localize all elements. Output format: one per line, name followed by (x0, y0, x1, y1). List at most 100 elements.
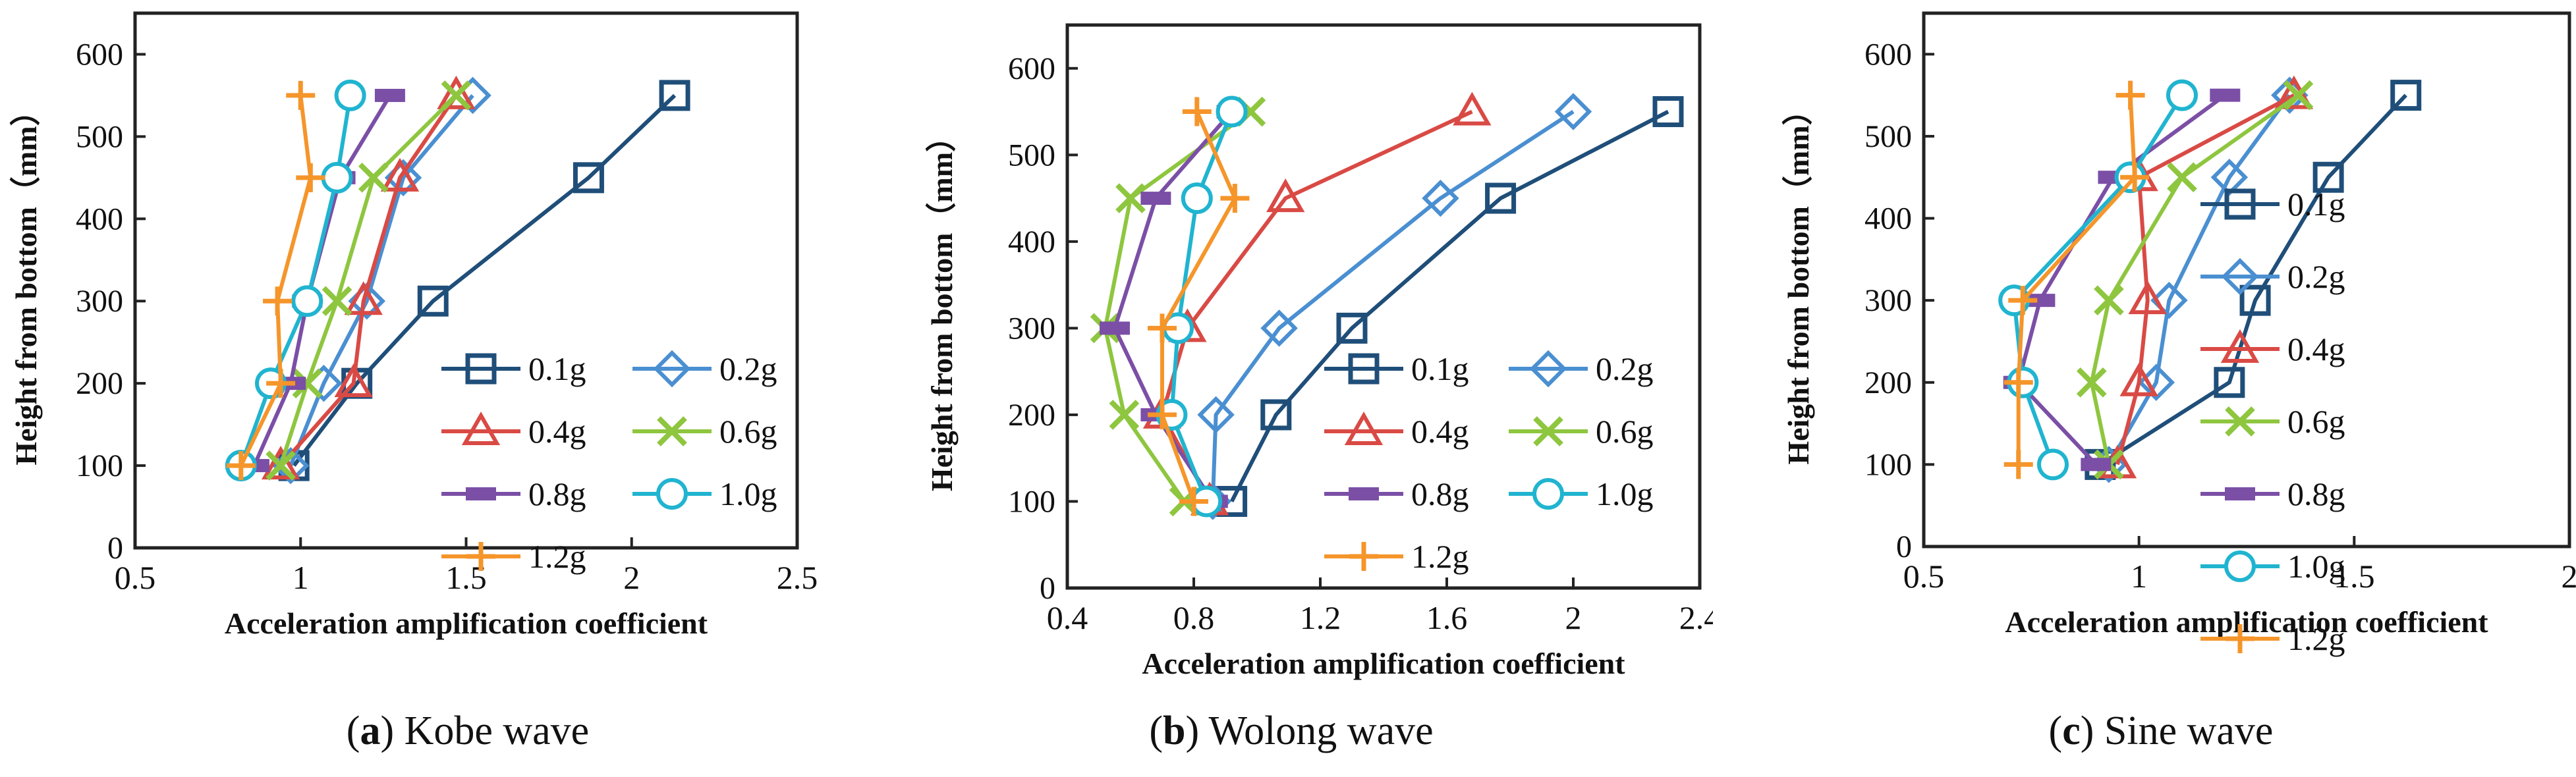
x-tick-label: 0.8 (1173, 599, 1215, 636)
y-tick-label: 200 (76, 366, 123, 401)
x-tick-label: 2.4 (1679, 599, 1713, 636)
data-point (659, 80, 690, 111)
legend-label: 0.1g (1411, 350, 1469, 387)
data-point (441, 80, 472, 111)
legend-label: 0.1g (528, 350, 586, 387)
legend-label: 1.0g (719, 475, 777, 512)
series-1_2g (2003, 80, 2150, 479)
series-line (279, 94, 458, 468)
series-line (1160, 111, 1237, 502)
legend-item-1_2g: 1.2g (1324, 538, 1469, 575)
legend-marker (2224, 188, 2256, 220)
data-point (1652, 96, 1684, 128)
y-tick-label: 200 (1864, 365, 1912, 400)
data-point (1182, 97, 1212, 126)
legend-item-0_4g: 0.4g (441, 411, 586, 450)
legend-label: 1.0g (2287, 548, 2345, 585)
caption-c-letter: c (2062, 709, 2081, 753)
data-point (1148, 400, 1177, 429)
data-point (266, 450, 296, 481)
legend-label: 0.8g (528, 475, 586, 512)
legend-marker (2225, 406, 2255, 437)
legend-label: 0.4g (1411, 413, 1469, 450)
data-point (1197, 396, 1235, 434)
chart-kobe: 0.5 1 1.5 2 2.50100200300400500600Accelerati… (9, 11, 818, 640)
data-point (2076, 367, 2107, 398)
legend-label: 0.4g (528, 413, 586, 450)
caption-b-text: Wolong wave (1208, 709, 1434, 753)
x-tick-label: 2 (1565, 599, 1582, 636)
x-axis-title: Acceleration amplification coefficient (1142, 647, 1625, 680)
series-1_2g (1148, 97, 1250, 516)
legend-label: 0.4g (2287, 331, 2345, 367)
legend-label: 1.2g (528, 538, 586, 575)
legend-marker (1529, 350, 1567, 388)
legend-item-0_2g: 0.2g (1509, 350, 1654, 388)
legend-item-0_4g: 0.4g (2200, 329, 2345, 367)
data-point (1181, 182, 1213, 215)
y-tick-label: 500 (76, 119, 123, 154)
legend-item-0_2g: 0.2g (632, 350, 777, 388)
data-point (261, 446, 300, 480)
data-point (1260, 399, 1292, 431)
y-tick-label: 400 (1008, 225, 1055, 259)
data-point (322, 286, 352, 317)
series-0_1g (1216, 96, 1684, 517)
series-line (1210, 110, 1575, 502)
legend-item-0_8g: 0.8g (441, 475, 586, 512)
y-tick-label: 600 (76, 37, 123, 72)
data-point (334, 79, 366, 111)
y-tick-label: 500 (1008, 138, 1055, 173)
data-point (1422, 179, 1459, 217)
legend-marker (466, 542, 495, 571)
y-tick-label: 300 (1008, 311, 1055, 346)
y-tick-label: 0 (107, 531, 123, 566)
data-point (2081, 458, 2112, 471)
series-0_2g (271, 76, 491, 485)
data-point (2150, 281, 2188, 319)
legend-item-0_6g: 0.6g (632, 413, 777, 450)
data-point (1260, 309, 1298, 347)
legend-item-0_2g: 0.2g (2200, 257, 2345, 296)
legend-marker (1349, 487, 1379, 500)
series-1_2g (226, 80, 325, 481)
data-point (2214, 367, 2245, 398)
legend-label: 0.8g (2287, 475, 2345, 512)
legend-marker (657, 416, 687, 446)
data-point (1485, 182, 1517, 214)
legend-label: 1.2g (1411, 538, 1469, 575)
legend-item-1_0g: 1.0g (2200, 548, 2345, 585)
legend-item-1_0g: 1.0g (1509, 475, 1654, 512)
x-tick-label: 1 (293, 559, 309, 596)
data-point (2166, 79, 2198, 111)
caption-a-letter: a (360, 709, 381, 753)
legend-marker (466, 487, 496, 500)
legend: 0.1g 0.2g 0.4g 0.6g 0.8g 1.0g 1.2g (441, 350, 777, 575)
legend-item-0_8g: 0.8g (1324, 475, 1469, 512)
legend-label: 0.6g (719, 413, 777, 450)
legend-label: 1.0g (1596, 475, 1654, 512)
legend-item-0_1g: 0.1g (441, 350, 586, 387)
data-point (2115, 80, 2145, 110)
legend-marker (1348, 353, 1380, 385)
legend-marker (656, 478, 688, 510)
legend: 0.1g 0.2g 0.4g 0.6g 0.8g 1.0g 1.2g (1324, 350, 1654, 575)
y-tick-label: 300 (76, 284, 123, 319)
data-point (266, 369, 296, 398)
legend-marker (461, 411, 501, 445)
data-point (226, 451, 256, 481)
legend-item-0_8g: 0.8g (2200, 475, 2345, 512)
series-line (2099, 94, 2407, 466)
plot-frame (1065, 23, 1702, 590)
data-point (2008, 286, 2038, 315)
data-point (291, 285, 323, 317)
series-line (292, 94, 677, 467)
data-point (344, 281, 383, 315)
data-point (2003, 367, 2033, 397)
x-axis-title: Acceleration amplification coefficient (2005, 605, 2488, 639)
y-axis-title: Height from bottom（mm） (925, 122, 959, 491)
data-point (374, 88, 405, 102)
legend-marker (2226, 624, 2254, 653)
x-tick-label: 1.2 (1300, 599, 1341, 636)
data-point (292, 368, 323, 398)
